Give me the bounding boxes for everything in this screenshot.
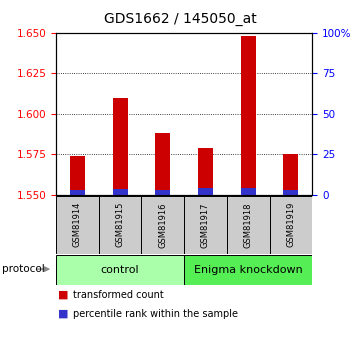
Text: GSM81917: GSM81917 (201, 202, 210, 247)
Bar (56, 196, 99, 254)
Text: control: control (101, 265, 139, 275)
Text: GSM81914: GSM81914 (73, 202, 82, 247)
Bar (198, 148, 213, 195)
Text: GSM81918: GSM81918 (244, 202, 253, 247)
Text: GSM81915: GSM81915 (116, 202, 125, 247)
Bar (155, 133, 170, 195)
Text: ■: ■ (58, 309, 68, 319)
Bar (241, 188, 256, 195)
Bar (70, 156, 85, 195)
Bar (70, 190, 85, 195)
Bar (155, 190, 170, 195)
Bar (270, 196, 312, 254)
Bar (56, 255, 184, 285)
Bar (184, 196, 227, 254)
Text: GDS1662 / 145050_at: GDS1662 / 145050_at (104, 12, 257, 26)
Bar (283, 155, 299, 195)
Text: GSM81919: GSM81919 (286, 202, 295, 247)
Text: transformed count: transformed count (73, 290, 164, 300)
Bar (283, 190, 299, 195)
Bar (198, 188, 213, 195)
Bar (184, 255, 312, 285)
Text: protocol: protocol (2, 264, 44, 274)
Bar (142, 196, 184, 254)
Text: percentile rank within the sample: percentile rank within the sample (73, 309, 238, 319)
Bar (241, 36, 256, 195)
Bar (113, 189, 127, 195)
Bar (227, 196, 270, 254)
Bar (99, 196, 142, 254)
Bar (113, 98, 127, 195)
Text: GSM81916: GSM81916 (158, 202, 167, 247)
Text: ■: ■ (58, 290, 68, 300)
Text: Enigma knockdown: Enigma knockdown (194, 265, 303, 275)
